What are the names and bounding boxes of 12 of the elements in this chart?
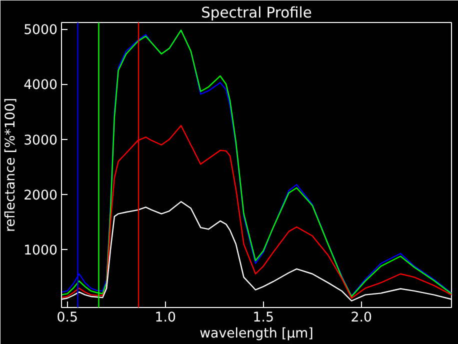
chart-title: Spectral Profile <box>201 4 312 22</box>
x-tick-label: 1.0 <box>154 310 176 326</box>
y-tick-label: 1000 <box>24 244 58 259</box>
y-tick-label: 4000 <box>24 78 58 94</box>
x-tick-label: 0.5 <box>56 310 78 326</box>
y-tick-label: 2000 <box>24 188 58 204</box>
y-tick-label: 3000 <box>24 133 58 148</box>
x-tick-label: 2.0 <box>350 310 372 326</box>
y-tick-label: 5000 <box>24 23 58 38</box>
x-axis-title: wavelength [μm] <box>200 326 314 342</box>
y-axis-title: reflectance [%*100] <box>4 98 19 232</box>
x-tick-label: 1.5 <box>252 310 274 326</box>
